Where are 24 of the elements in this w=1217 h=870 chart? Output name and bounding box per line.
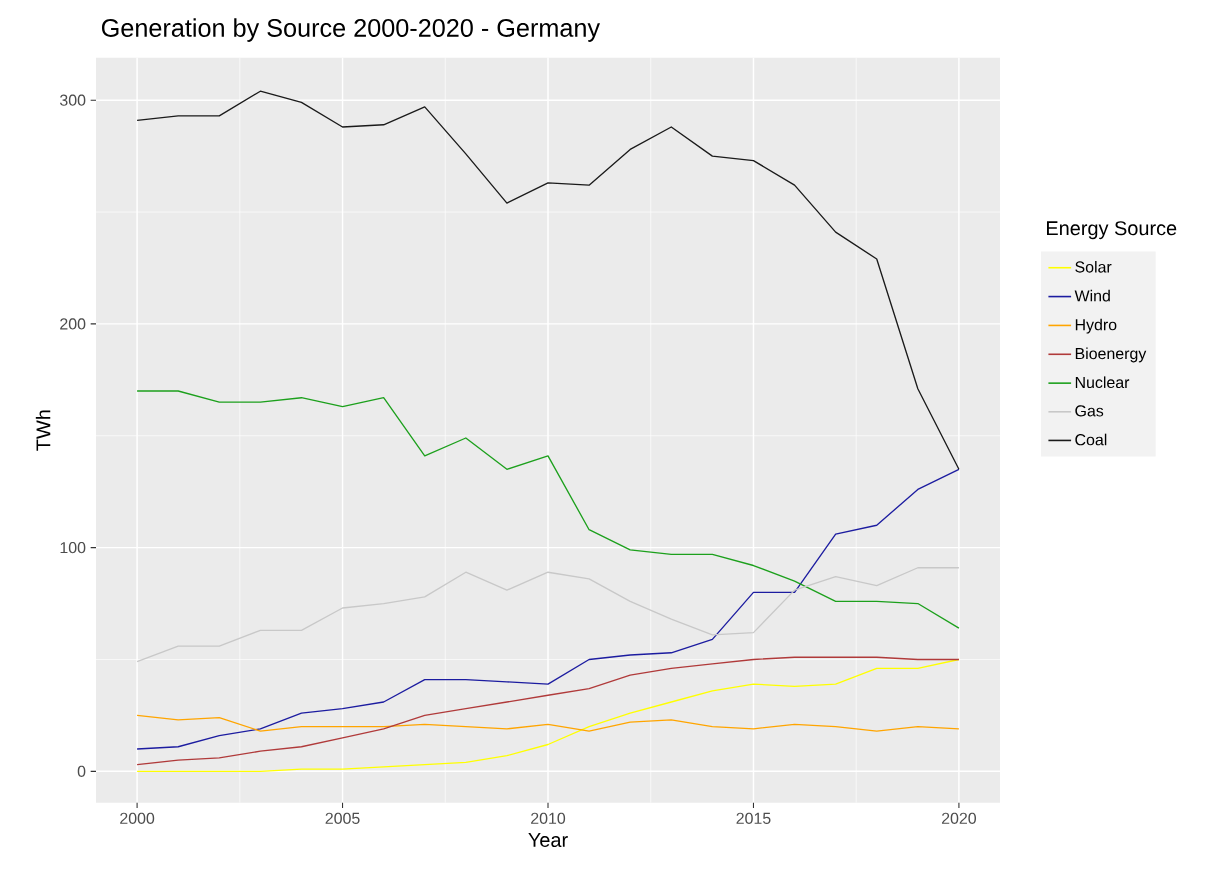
legend-label: Nuclear xyxy=(1075,376,1130,389)
y-tick-label: 300 xyxy=(59,94,86,106)
y-tick-label: 100 xyxy=(60,541,86,554)
chart-title: Generation by Source 2000-2020 - Germany xyxy=(101,18,601,42)
legend-label: Hydro xyxy=(1075,318,1117,334)
legend-title: Energy Source xyxy=(1047,221,1177,240)
legend-label: Solar xyxy=(1075,260,1112,273)
line-series xyxy=(136,567,960,663)
x-tick-label: 2005 xyxy=(325,812,360,824)
x-tick-label: 2020 xyxy=(941,812,977,824)
y-tick-label: 200 xyxy=(60,318,86,330)
legend-label: Gas xyxy=(1075,405,1104,417)
x-tick-label: 2015 xyxy=(736,812,771,824)
line-series xyxy=(136,468,960,750)
legend-label: Bioenergy xyxy=(1075,347,1147,363)
y-axis-title: TWh xyxy=(35,410,51,451)
x-tick-label: 2010 xyxy=(531,812,566,824)
y-tick-label: 0 xyxy=(77,765,86,777)
x-axis-title: Year xyxy=(528,833,568,847)
legend-label: Wind xyxy=(1074,289,1110,302)
line-series xyxy=(136,90,960,470)
line-series xyxy=(136,390,960,629)
x-tick-label: 2000 xyxy=(120,812,155,824)
legend-label: Coal xyxy=(1075,433,1107,446)
